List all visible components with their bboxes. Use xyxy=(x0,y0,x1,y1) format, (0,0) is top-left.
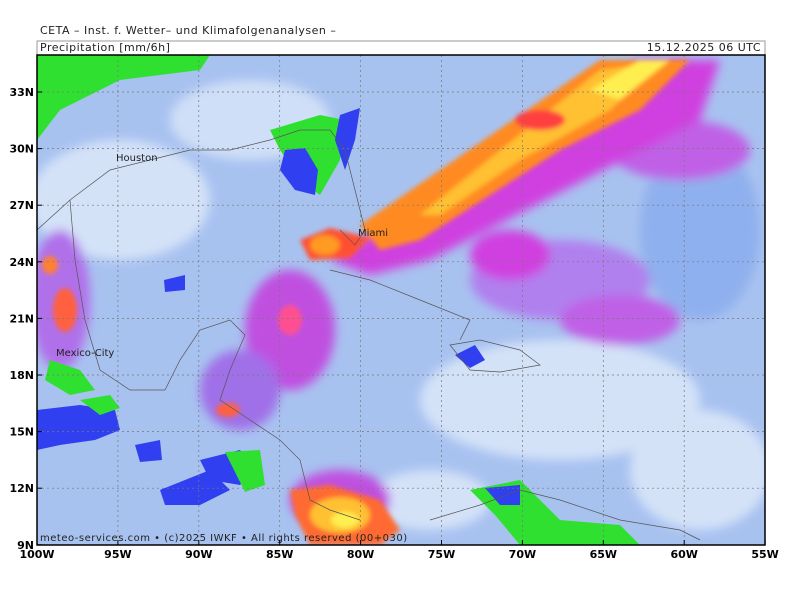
header-title: CETA – Inst. f. Wetter– und Klimafolgena… xyxy=(40,24,336,37)
lat-label: 27N xyxy=(9,199,34,212)
map-frame xyxy=(36,54,766,546)
lat-label: 12N xyxy=(9,482,34,495)
map-area: Houston Miami Mexico-City meteo-services… xyxy=(37,55,765,545)
lon-label: 80W xyxy=(347,548,374,561)
lat-label: 18N xyxy=(9,369,34,382)
lon-label: 75W xyxy=(428,548,455,561)
city-label: Mexico-City xyxy=(56,348,114,359)
lon-label: 70W xyxy=(509,548,536,561)
lon-label: 95W xyxy=(104,548,131,561)
lon-label: 85W xyxy=(266,548,293,561)
lon-label: 60W xyxy=(670,548,697,561)
lon-label: 100W xyxy=(19,548,54,561)
lon-label: 65W xyxy=(590,548,617,561)
lat-label: 24N xyxy=(9,256,34,269)
lat-label: 33N xyxy=(9,86,34,99)
field-label: Precipitation [mm/6h] xyxy=(40,41,170,54)
city-label: Houston xyxy=(116,153,158,164)
lon-label: 90W xyxy=(185,548,212,561)
lon-label: 55W xyxy=(751,548,778,561)
city-label: Miami xyxy=(358,228,388,239)
lat-label: 15N xyxy=(9,426,34,439)
lat-label: 21N xyxy=(9,312,34,325)
footer: meteo-services.com • (c)2025 IWKF • All … xyxy=(40,533,408,544)
lat-label: 9N xyxy=(17,539,34,552)
valid-time: 15.12.2025 06 UTC xyxy=(647,41,761,54)
lat-label: 30N xyxy=(9,143,34,156)
